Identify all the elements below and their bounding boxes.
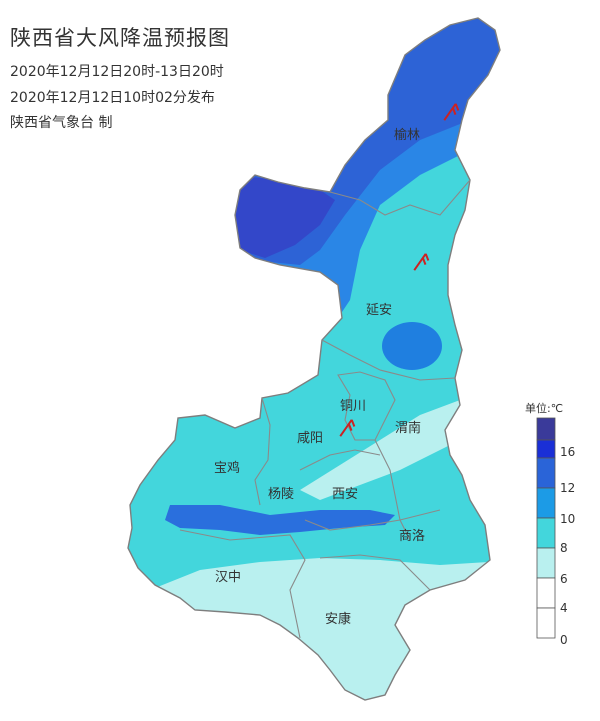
zone-8-to-10-yanan — [382, 322, 442, 370]
city-tongchuan: 铜川 — [340, 399, 366, 414]
legend-swatch-12-16 — [536, 439, 556, 459]
boundary-ankang-shangluo — [319, 554, 431, 591]
legend-tick-10: 10 — [560, 512, 576, 526]
city-yulin: 榆林 — [394, 128, 420, 143]
boundary-yanan-south — [321, 339, 456, 381]
city-weinan: 渭南 — [395, 420, 421, 436]
boundary-xian-weinan — [374, 439, 411, 541]
boundary-tongchuan — [337, 371, 396, 441]
city-yanan: 延安 — [366, 303, 392, 318]
city-hanzhong: 汉中 — [215, 570, 241, 585]
legend-swatch-0 — [536, 607, 556, 639]
issuer: 陕西省气象台 制 — [10, 115, 113, 131]
city-ankang: 安康 — [325, 611, 351, 627]
city-shangluo: 商洛 — [399, 529, 425, 544]
boundary-xian-south — [304, 509, 441, 531]
wind-barb-icon — [339, 419, 356, 437]
wind-barb-group — [339, 103, 460, 437]
legend-swatch-16 — [536, 417, 556, 441]
legend-swatch-4-6 — [536, 547, 556, 579]
city-yangling: 杨陵 — [268, 487, 294, 502]
legend-tick-12: 12 — [560, 481, 576, 495]
legend-tick-6: 6 — [560, 572, 568, 586]
legend-tick-0: 0 — [560, 633, 568, 647]
valid-period: 2020年12月12日20时-13日20时 — [10, 64, 224, 80]
legend-swatch-6-8 — [536, 517, 556, 549]
province-boundary — [127, 17, 501, 701]
wind-barb-icon — [443, 103, 460, 121]
legend-tick-16: 16 — [560, 445, 576, 459]
boundary-xian-north — [299, 449, 381, 471]
legend-swatch-8-10 — [536, 487, 556, 519]
city-xianyang: 咸阳 — [297, 431, 323, 446]
legend-tick-8: 8 — [560, 541, 568, 555]
legend-swatch-0-4 — [536, 577, 556, 609]
zone-12-to-16-northwest — [230, 175, 335, 258]
legend-swatch-10-12 — [536, 457, 556, 489]
city-baoji: 宝鸡 — [214, 460, 240, 476]
map-title: 陕西省大风降温预报图 — [10, 26, 230, 50]
zone-4-to-6-guanzhong — [300, 400, 480, 500]
city-boundaries — [179, 179, 471, 639]
city-xian: 西安 — [332, 487, 358, 502]
legend-tick-4: 4 — [560, 601, 568, 615]
zone-8-to-10-qinling — [165, 505, 395, 535]
boundary-baoji-xianyang — [254, 397, 271, 506]
issue-time: 2020年12月12日10时02分发布 — [10, 90, 215, 106]
legend-colorbar — [536, 417, 556, 639]
boundary-yulin-yanan — [329, 179, 471, 216]
legend-title: 单位:℃ — [525, 402, 564, 415]
wind-barb-icon — [413, 253, 430, 271]
boundary-hanzhong-ankang — [179, 529, 306, 639]
